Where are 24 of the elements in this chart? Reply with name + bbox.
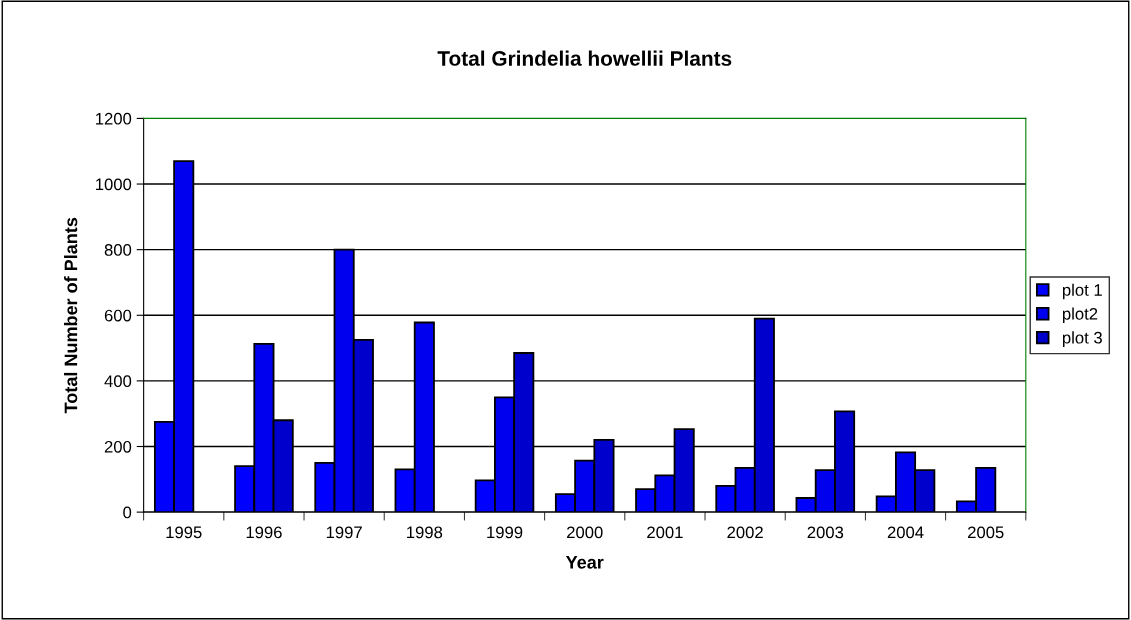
- y-axis-title: Total Number of Plants: [64, 217, 78, 414]
- legend-label: plot 1: [1062, 283, 1102, 300]
- x-tick-label: 1997: [326, 526, 362, 539]
- chart-title: Total Grindelia howellii Plants: [437, 50, 732, 66]
- x-tick-label: 2005: [968, 526, 1004, 539]
- y-tick-label: 1200: [96, 112, 132, 125]
- x-axis-title: Year: [565, 556, 604, 569]
- y-tick-label: 600: [104, 309, 132, 322]
- x-tick-label: 1996: [246, 526, 282, 539]
- x-tick-label: 1995: [166, 526, 202, 539]
- x-tick-label: 2004: [887, 526, 924, 539]
- y-tick-label: 800: [104, 244, 132, 256]
- x-tick-label: 1998: [407, 526, 443, 539]
- y-tick-label: 200: [104, 440, 132, 453]
- x-tick-label: 2002: [727, 526, 763, 539]
- legend-label: plot 3: [1062, 331, 1102, 347]
- y-tick-label: 0: [123, 506, 132, 519]
- x-tick-label: 1999: [487, 526, 523, 539]
- x-tick-label: 2001: [647, 526, 683, 539]
- y-tick-label: 400: [104, 375, 132, 388]
- x-tick-label: 2003: [807, 526, 844, 539]
- legend-label: plot2: [1062, 307, 1098, 324]
- x-tick-label: 2000: [567, 526, 603, 539]
- y-tick-label: 1000: [96, 178, 132, 191]
